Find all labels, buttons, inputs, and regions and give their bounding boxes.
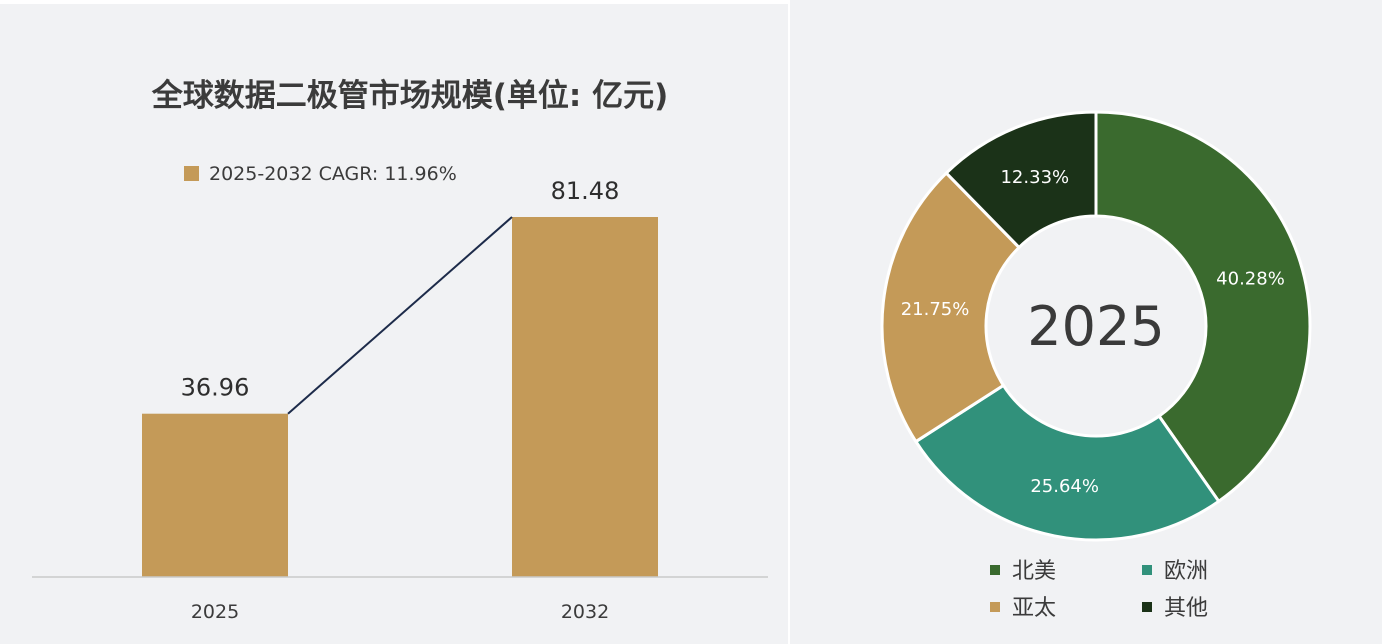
donut-center-label: 2025 (1027, 295, 1164, 358)
slice-value-label: 40.28% (1216, 268, 1285, 289)
slice-value-label: 25.64% (1030, 476, 1099, 497)
slice-value-label: 12.33% (1000, 167, 1069, 188)
value-labels: 36.96 81.48 (181, 177, 620, 402)
legend-label: 欧洲 (1164, 559, 1208, 584)
donut-slice-1 (1094, 110, 1312, 504)
donut-slices (880, 110, 1312, 542)
donut-slice-2 (913, 383, 1221, 542)
x-tick-label: 2032 (561, 601, 609, 623)
legend-label: 2025-2032 CAGR: 11.96% (209, 163, 457, 185)
donut-slice-4 (944, 110, 1098, 250)
bar-value-label: 36.96 (181, 374, 250, 402)
legend-label: 亚太 (1012, 596, 1056, 621)
donut-chart-panel: 40.28% 25.64% 21.75% 12.33% 2025 北美 欧洲亚太 其他 (790, 0, 1382, 644)
legend-swatch (990, 602, 1000, 612)
x-tick-label: 2025 (191, 601, 239, 623)
donut-slice-labels: 40.28% 25.64% 21.75% 12.33% (901, 167, 1285, 497)
bar-chart-title: 全球数据二极管市场规模(单位: 亿元) (151, 78, 669, 114)
cagr-connector-line (287, 216, 513, 415)
legend-swatch (1142, 602, 1152, 612)
bar-chart: 全球数据二极管市场规模(单位: 亿元) 2025-2032 CAGR: 11.9… (32, 78, 768, 623)
donut-slice-3 (880, 170, 1022, 444)
legend-swatch (1142, 565, 1152, 575)
bar-2032 (512, 217, 658, 577)
legend-label: 北美 (1012, 559, 1056, 584)
legend-swatch (990, 565, 1000, 575)
x-tick-labels: 2025 2032 (191, 601, 609, 623)
bars-layer (142, 217, 658, 577)
bar-value-label: 81.48 (551, 177, 620, 205)
bar-chart-panel: 全球数据二极管市场规模(单位: 亿元) 2025-2032 CAGR: 11.9… (0, 4, 788, 644)
legend-label: 其他 (1164, 596, 1208, 621)
legend-swatch (184, 166, 199, 181)
slice-value-label: 21.75% (901, 299, 970, 320)
bar-2025 (142, 413, 288, 577)
